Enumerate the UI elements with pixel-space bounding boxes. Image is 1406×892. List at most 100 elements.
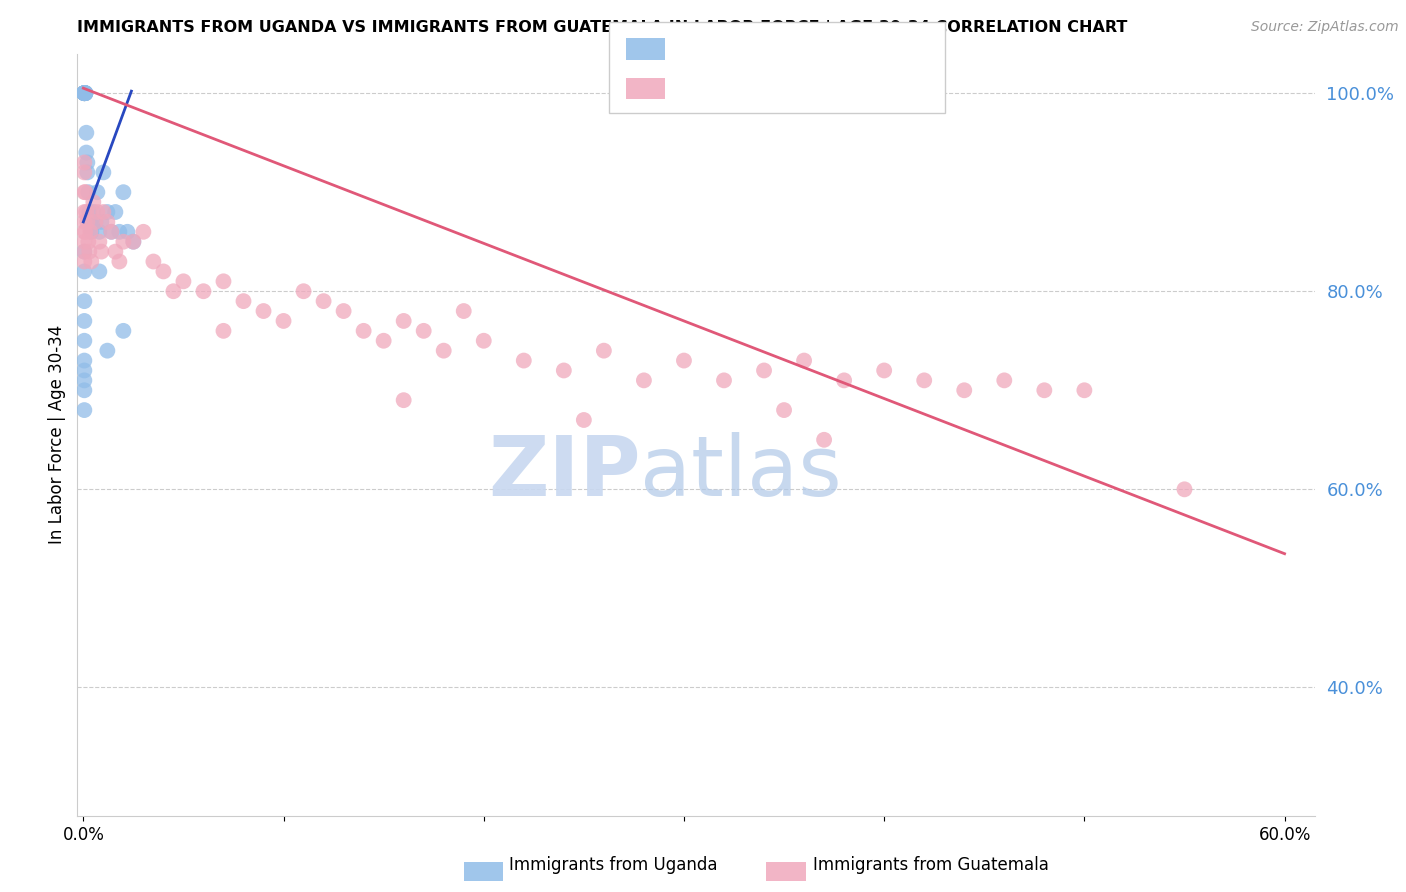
Point [633,373,655,387]
Point [813,433,835,447]
Point [89,225,111,239]
Point [75,225,97,239]
Point [112,185,135,199]
Point [75,145,97,160]
Text: Immigrants from Guatemala: Immigrants from Guatemala [813,856,1049,874]
Point [82,195,104,210]
Point [73,86,96,100]
Point [79,225,101,239]
Point [912,373,935,387]
Point [73,86,96,100]
Point [76,165,98,179]
Point [96,343,118,358]
Point [79,244,101,259]
Point [353,324,375,338]
Point [993,373,1015,387]
Point [89,235,111,249]
Point [82,205,104,219]
Point [112,324,135,338]
Point [832,373,855,387]
Point [73,86,96,100]
Point [553,363,575,377]
Point [212,274,235,288]
Point [453,304,475,318]
Point [73,225,96,239]
Point [73,244,96,259]
Point [93,205,115,219]
Y-axis label: In Labor Force | Age 30-34: In Labor Force | Age 30-34 [48,326,66,544]
Point [75,86,97,100]
Point [90,215,112,229]
Point [75,205,97,219]
Point [142,254,165,268]
Point [122,235,145,249]
Point [73,294,96,309]
Point [73,86,96,100]
Point [80,254,103,268]
Point [89,264,111,278]
Point [312,294,335,309]
Point [75,86,97,100]
Point [117,225,139,239]
Point [162,284,184,298]
Point [273,314,295,328]
Point [108,254,131,268]
Point [73,86,96,100]
Point [100,225,122,239]
Point [104,244,127,259]
Point [73,185,96,199]
Point [73,86,96,100]
Point [73,86,96,100]
Point [86,185,108,199]
Point [73,235,96,249]
Point [292,284,315,298]
Point [572,413,595,427]
Point [73,264,96,278]
Text: R = -0.598   N = 71: R = -0.598 N = 71 [673,78,851,95]
Point [132,225,155,239]
Point [392,314,415,328]
Point [1033,384,1056,398]
Point [73,155,96,169]
Text: IMMIGRANTS FROM UGANDA VS IMMIGRANTS FROM GUATEMALA IN LABOR FORCE | AGE 30-34 C: IMMIGRANTS FROM UGANDA VS IMMIGRANTS FRO… [77,20,1128,36]
Point [76,155,98,169]
Point [84,215,107,229]
Point [96,205,118,219]
Point [76,215,98,229]
Point [73,373,96,387]
Point [75,126,97,140]
Point [332,304,354,318]
Point [672,353,695,368]
Point [73,205,96,219]
Point [73,334,96,348]
Point [73,244,96,259]
Point [96,215,118,229]
Point [252,304,274,318]
Point [152,264,174,278]
Point [73,314,96,328]
Point [108,225,131,239]
Point [73,86,96,100]
Point [79,205,101,219]
Point [75,86,97,100]
Point [232,294,254,309]
Point [1173,483,1195,497]
Point [86,205,108,219]
Point [412,324,434,338]
Point [73,86,96,100]
Point [75,86,97,100]
Point [73,165,96,179]
Point [75,86,97,100]
Point [73,403,96,417]
Point [193,284,215,298]
Point [122,235,145,249]
Point [90,244,112,259]
Text: Source: ZipAtlas.com: Source: ZipAtlas.com [1251,20,1399,34]
Point [100,225,122,239]
Point [73,86,96,100]
Text: R =  0.444   N = 53: R = 0.444 N = 53 [673,38,851,56]
Point [793,353,815,368]
Point [773,403,796,417]
Point [1073,384,1095,398]
Point [80,225,103,239]
